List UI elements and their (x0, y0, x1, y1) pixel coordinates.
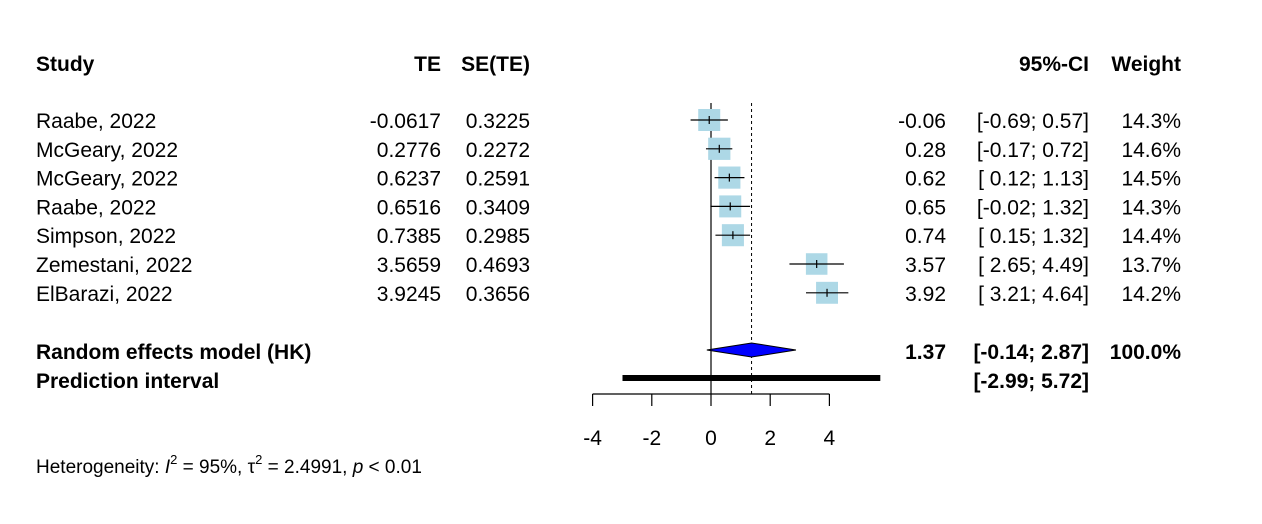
summary-estimate: 1.37 (905, 341, 946, 364)
study-rows: Raabe, 2022 -0.0617 0.3225 -0.06 [-0.69; 0.5… (36, 110, 1181, 306)
study-estimate: 0.62 (905, 168, 946, 191)
summary-label: Random effects model (HK) (36, 341, 311, 364)
x-axis-tick-label: -4 (583, 427, 602, 450)
x-axis-tick-label: 0 (705, 427, 717, 450)
study-estimate: 3.92 (905, 283, 946, 306)
prediction-row: Prediction interval [-2.99; 5.72] (36, 370, 1089, 393)
study-estimate: 0.74 (905, 225, 946, 248)
study-se: 0.2985 (466, 225, 530, 248)
x-axis-tick-label: 2 (764, 427, 776, 450)
summary-weight: 100.0% (1110, 341, 1182, 364)
study-estimate: 3.57 (905, 254, 946, 277)
study-estimate: -0.06 (898, 110, 946, 133)
study-se: 0.4693 (466, 254, 530, 277)
study-ci: [ 0.12; 1.13] (978, 168, 1089, 191)
summary-ci: [-0.14; 2.87] (973, 341, 1089, 364)
study-name: Raabe, 2022 (36, 110, 156, 133)
het-i2-sup: 2 (170, 452, 177, 467)
x-axis-tick-label: 4 (824, 427, 836, 450)
study-te: 3.5659 (377, 254, 441, 277)
study-se: 0.2591 (466, 168, 530, 191)
study-estimate: 0.65 (905, 196, 946, 219)
study-se: 0.3656 (466, 283, 530, 306)
study-weight: 13.7% (1121, 254, 1181, 277)
study-se: 0.2272 (466, 139, 530, 162)
study-ci: [ 2.65; 4.49] (978, 254, 1089, 277)
het-i2-value: = 95%, (177, 457, 247, 478)
het-tau-value: = 2.4991, (262, 457, 352, 478)
study-ci: [-0.02; 1.32] (977, 196, 1089, 219)
header-row: Study TE SE(TE) 95%-CI Weight (36, 53, 1181, 76)
study-name: Raabe, 2022 (36, 196, 156, 219)
study-weight: 14.6% (1121, 139, 1181, 162)
study-te: -0.0617 (370, 110, 441, 133)
het-tau-symbol: τ (248, 457, 256, 478)
study-ci: [ 0.15; 1.32] (978, 225, 1089, 248)
study-weight: 14.5% (1121, 168, 1181, 191)
study-te: 0.6237 (377, 168, 441, 191)
study-ci: [-0.17; 0.72] (977, 139, 1089, 162)
study-ci: [-0.69; 0.57] (977, 110, 1089, 133)
study-se: 0.3225 (466, 110, 530, 133)
study-te: 0.7385 (377, 225, 441, 248)
study-estimate: 0.28 (905, 139, 946, 162)
study-name: Simpson, 2022 (36, 225, 176, 248)
study-name: Zemestani, 2022 (36, 254, 192, 277)
header-study: Study (36, 53, 95, 76)
summary-diamond (706, 342, 797, 358)
study-weight: 14.2% (1121, 283, 1181, 306)
het-i2-symbol: I (165, 457, 171, 478)
het-p-value: < 0.01 (363, 457, 422, 478)
het-tau-sup: 2 (255, 452, 262, 467)
header-te: TE (414, 53, 441, 76)
header-ci: 95%-CI (1019, 53, 1089, 76)
study-te: 0.6516 (377, 196, 441, 219)
study-ci: [ 3.21; 4.64] (978, 283, 1089, 306)
heterogeneity-text: Heterogeneity: I2 = 95%, τ2 = 2.4991, p … (36, 452, 422, 478)
het-prefix: Heterogeneity: (36, 457, 165, 478)
plot-area: -4 -2 0 2 4 (583, 103, 881, 450)
study-se: 0.3409 (466, 196, 530, 219)
header-weight: Weight (1111, 53, 1181, 76)
study-te: 0.2776 (377, 139, 441, 162)
het-p-symbol: p (352, 457, 364, 478)
study-weight: 14.3% (1121, 196, 1181, 219)
prediction-ci: [-2.99; 5.72] (973, 370, 1089, 393)
study-te: 3.9245 (377, 283, 441, 306)
study-name: McGeary, 2022 (36, 139, 178, 162)
prediction-label: Prediction interval (36, 370, 219, 393)
study-weight: 14.4% (1121, 225, 1181, 248)
x-axis-tick-label: -2 (642, 427, 661, 450)
study-name: McGeary, 2022 (36, 168, 178, 191)
summary-row: Random effects model (HK) 1.37 [-0.14; 2… (36, 341, 1181, 364)
study-name: ElBarazi, 2022 (36, 283, 173, 306)
study-weight: 14.3% (1121, 110, 1181, 133)
header-se: SE(TE) (461, 53, 530, 76)
